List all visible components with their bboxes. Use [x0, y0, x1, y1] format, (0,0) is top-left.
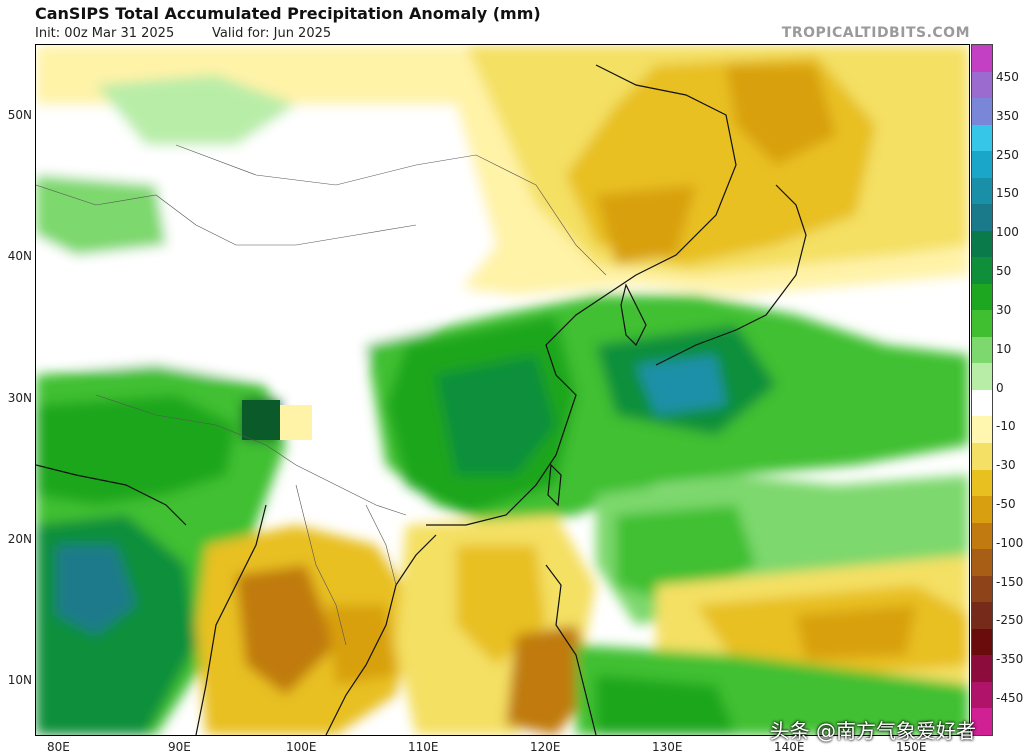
- lon-label-110e: 110E: [408, 740, 439, 754]
- lon-label-150e: 150E: [896, 740, 927, 754]
- lon-label-120e: 120E: [530, 740, 561, 754]
- color-scale-segment: [972, 45, 992, 72]
- color-scale-segment: [972, 336, 992, 364]
- wpac-dry-core: [796, 605, 916, 660]
- color-scale-label: 50: [996, 264, 1012, 279]
- color-scale-segment: [972, 469, 992, 497]
- manchuria-dry-core: [596, 185, 696, 265]
- laos-border: [365, 504, 397, 586]
- precipitation-anomaly-map: [35, 44, 970, 736]
- color-scale-segment: [972, 628, 992, 656]
- color-scale-segment: [972, 602, 992, 629]
- color-scale-bar: [971, 44, 993, 736]
- mongolia-wet-patch: [96, 75, 296, 145]
- color-scale-label: 250: [996, 147, 1019, 162]
- lon-label-90e: 90E: [168, 740, 191, 754]
- lon-label-140e: 140E: [774, 740, 805, 754]
- color-scale-label: -450: [996, 691, 1024, 705]
- philippine-sea-core: [596, 675, 736, 735]
- color-scale-segment: [972, 310, 992, 337]
- palawan-dry: [506, 625, 596, 735]
- color-scale-label: 150: [996, 186, 1019, 201]
- color-scale-segment: [972, 389, 992, 417]
- color-scale-segment: [972, 71, 992, 99]
- amur-dry-core: [726, 65, 836, 165]
- lat-label-50n: 50N: [7, 108, 32, 122]
- color-scale-segment: [972, 655, 992, 682]
- lat-label-20n: 20N: [7, 532, 32, 546]
- lon-label-100e: 100E: [286, 740, 317, 754]
- india-coast: [36, 464, 187, 526]
- color-scale-segment: [972, 442, 992, 470]
- color-scale-label: 0: [996, 380, 1004, 395]
- central-border: [36, 184, 417, 246]
- thailand-dry: [326, 605, 396, 685]
- tibet-dry-box: [280, 405, 312, 440]
- color-scale-segment: [972, 151, 992, 178]
- kazakh-wet-patch: [36, 175, 166, 255]
- init-time: Init: 00z Mar 31 2025: [35, 26, 175, 41]
- color-scale-segment: [972, 177, 992, 205]
- color-scale-label: 100: [996, 225, 1019, 240]
- lat-label-30n: 30N: [7, 391, 32, 405]
- color-scale-label: -350: [996, 652, 1024, 667]
- color-scale-segment: [972, 575, 992, 603]
- anomaly-field: [36, 45, 969, 735]
- anomaly-shading: [36, 45, 969, 735]
- lon-label-80e: 80E: [47, 740, 70, 754]
- korea-coast: [620, 283, 647, 347]
- color-scale-segment: [972, 124, 992, 152]
- color-scale-label: -100: [996, 535, 1024, 550]
- color-scale-segment: [972, 98, 992, 125]
- bengal-core: [56, 545, 136, 635]
- taiwan-coast: [547, 463, 562, 507]
- tibet-wet-box-crisp: [242, 400, 280, 440]
- source-credit: TROPICALTIDBITS.COM: [781, 25, 970, 41]
- south-china-core: [436, 355, 556, 475]
- mongolia-border: [175, 144, 607, 276]
- indochina-dry-core: [236, 565, 336, 695]
- coastlines: [36, 64, 807, 735]
- color-scale-segment: [972, 204, 992, 231]
- color-scale-segment: [972, 230, 992, 258]
- color-scale-label: -250: [996, 613, 1024, 628]
- color-scale-segment: [972, 522, 992, 550]
- central-neutral: [36, 105, 496, 375]
- chart-title: CanSIPS Total Accumulated Precipitation …: [35, 4, 541, 23]
- lat-label-40n: 40N: [7, 249, 32, 263]
- indochina-coast: [325, 534, 437, 735]
- thai-border: [295, 484, 347, 646]
- japan-coast: [655, 184, 807, 366]
- color-scale-segment: [972, 708, 992, 735]
- myanmar-coast: [195, 504, 267, 735]
- color-scale-segment: [972, 681, 992, 709]
- color-scale-segment: [972, 496, 992, 523]
- color-scale-label: 450: [996, 70, 1019, 84]
- watermark: 头条 @南方气象爱好者: [769, 719, 976, 743]
- color-scale-segment: [972, 416, 992, 443]
- color-scale-label: -150: [996, 574, 1024, 589]
- lon-label-130e: 130E: [652, 740, 683, 754]
- east-china-sea-core: [636, 355, 726, 415]
- color-scale-label: -30: [996, 458, 1016, 473]
- borders: [36, 144, 607, 646]
- himalaya-border: [95, 394, 407, 516]
- valid-time: Valid for: Jun 2025: [212, 26, 332, 41]
- color-scale-segment: [972, 283, 992, 311]
- color-scale-label: 10: [996, 341, 1012, 356]
- color-scale-label: -50: [996, 496, 1016, 511]
- color-scale-label: 30: [996, 302, 1012, 317]
- color-scale-label: 350: [996, 108, 1019, 123]
- lat-label-10n: 10N: [7, 673, 32, 687]
- color-scale-label: -10: [996, 419, 1016, 434]
- color-scale-segment: [972, 257, 992, 284]
- color-scale-segment: [972, 549, 992, 576]
- china-coast: [426, 64, 737, 526]
- philippines-coast: [545, 564, 597, 735]
- color-scale-segment: [972, 363, 992, 390]
